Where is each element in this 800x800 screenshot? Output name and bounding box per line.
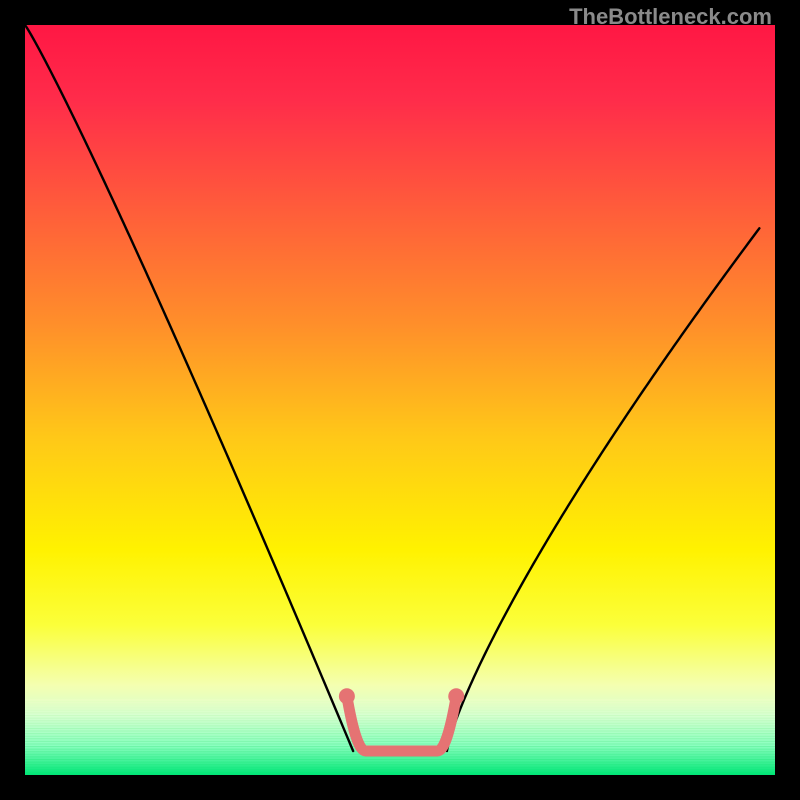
pink-dot-left bbox=[339, 688, 355, 704]
curve-layer bbox=[25, 25, 775, 775]
v-curve-right bbox=[447, 228, 759, 751]
pink-dot-right bbox=[448, 688, 464, 704]
v-curve-left bbox=[25, 25, 353, 751]
pink-u-curve bbox=[347, 696, 456, 751]
watermark-text: TheBottleneck.com bbox=[569, 4, 772, 30]
plot-area bbox=[25, 25, 775, 775]
chart-frame: TheBottleneck.com bbox=[0, 0, 800, 800]
